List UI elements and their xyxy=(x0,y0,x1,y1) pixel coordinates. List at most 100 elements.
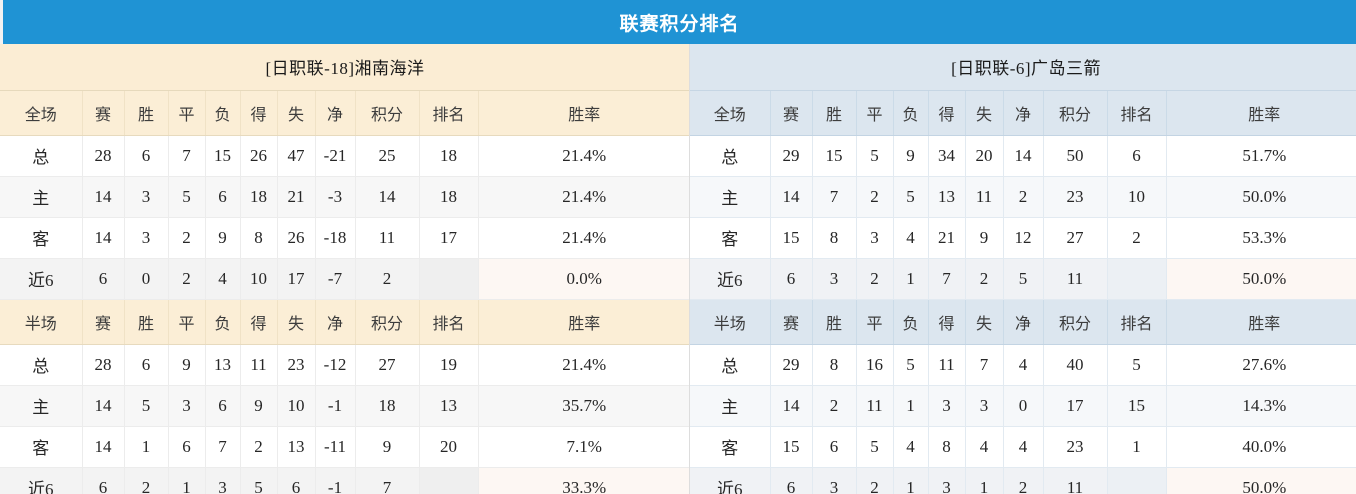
table-row[interactable]: 总 29 8 16 5 11 7 4 40 5 27.6% xyxy=(690,344,1356,386)
cell-平: 11 xyxy=(856,385,894,427)
cell-赛: 6 xyxy=(82,467,125,494)
column-header-0: 半场 xyxy=(0,299,83,345)
team-name-away[interactable]: [日职联-6]广岛三箭 xyxy=(690,44,1356,91)
standings-body-home: [日职联-18]湘南海洋 全场赛胜平负得失净积分 排名 胜率总 28 6 7 15 26 47 -2… xyxy=(0,44,689,494)
cell-净: 0 xyxy=(1003,385,1044,427)
cell-赛: 6 xyxy=(770,258,813,300)
cell-失: 26 xyxy=(277,217,316,259)
cell-胜: 6 xyxy=(124,344,169,386)
table-row[interactable]: 近6 6 2 1 3 5 6 -1 7 33.3% xyxy=(0,467,689,494)
cell-得: 10 xyxy=(240,258,278,300)
cell-胜: 1 xyxy=(124,426,169,468)
cell-胜: 8 xyxy=(812,217,857,259)
cell-负: 9 xyxy=(893,135,929,177)
cell-失: 10 xyxy=(277,385,316,427)
cell-赛: 14 xyxy=(82,217,125,259)
cell-负: 4 xyxy=(893,217,929,259)
cell-负: 1 xyxy=(893,385,929,427)
column-header-9: 排名 xyxy=(419,299,479,345)
column-header-1: 赛 xyxy=(770,299,813,345)
row-label: 近6 xyxy=(690,467,771,494)
row-label: 近6 xyxy=(690,258,771,300)
cell-净: 2 xyxy=(1003,176,1044,218)
table-row[interactable]: 主 14 2 11 1 3 3 0 17 15 14.3% xyxy=(690,385,1356,427)
cell-win-rate: 21.4% xyxy=(478,217,689,259)
cell-平: 7 xyxy=(168,135,206,177)
cell-赛: 28 xyxy=(82,135,125,177)
panel-home-team: [日职联-18]湘南海洋 全场赛胜平负得失净积分 排名 胜率总 28 6 7 15 26 47 -2… xyxy=(0,44,690,494)
column-header-7: 净 xyxy=(315,90,356,136)
cell-win-rate: 21.4% xyxy=(478,344,689,386)
cell-rank: 10 xyxy=(1107,176,1167,218)
table-row[interactable]: 近6 6 0 2 4 10 17 -7 2 0.0% xyxy=(0,258,689,300)
cell-胜: 3 xyxy=(124,176,169,218)
cell-rank: 20 xyxy=(419,426,479,468)
column-header-2: 胜 xyxy=(812,299,857,345)
column-header-2: 胜 xyxy=(812,90,857,136)
column-header-8: 积分 xyxy=(355,90,420,136)
standings-table-home: [日职联-18]湘南海洋 全场赛胜平负得失净积分 排名 胜率总 28 6 7 15 26 47 -2… xyxy=(0,44,689,494)
cell-得: 18 xyxy=(240,176,278,218)
row-label: 客 xyxy=(690,426,771,468)
table-row[interactable]: 主 14 3 5 6 18 21 -3 14 18 21.4% xyxy=(0,176,689,218)
row-label: 总 xyxy=(690,344,771,386)
widget-title-bar: 联赛积分排名 xyxy=(0,0,1356,44)
column-header-6: 失 xyxy=(965,90,1004,136)
column-header-10: 胜率 xyxy=(478,299,689,345)
table-row[interactable]: 客 14 3 2 9 8 26 -18 11 17 21.4% xyxy=(0,217,689,259)
column-header-4: 负 xyxy=(205,90,241,136)
cell-得: 11 xyxy=(240,344,278,386)
cell-负: 4 xyxy=(205,258,241,300)
column-header-1: 赛 xyxy=(770,90,813,136)
cell-胜: 2 xyxy=(124,467,169,494)
table-row[interactable]: 近6 6 3 2 1 7 2 5 11 50.0% xyxy=(690,258,1356,300)
cell-win-rate: 33.3% xyxy=(478,467,689,494)
cell-得: 3 xyxy=(928,467,966,494)
column-header-3: 平 xyxy=(856,90,894,136)
cell-points: 14 xyxy=(355,176,420,218)
row-label: 客 xyxy=(0,217,83,259)
cell-失: 21 xyxy=(277,176,316,218)
table-row[interactable]: 近6 6 3 2 1 3 1 2 11 50.0% xyxy=(690,467,1356,494)
cell-rank xyxy=(1107,467,1167,494)
row-label: 总 xyxy=(0,344,83,386)
cell-胜: 2 xyxy=(812,385,857,427)
cell-负: 5 xyxy=(893,344,929,386)
column-header-5: 得 xyxy=(928,299,966,345)
column-header-6: 失 xyxy=(965,299,1004,345)
cell-赛: 14 xyxy=(770,385,813,427)
column-header-7: 净 xyxy=(1003,299,1044,345)
table-row[interactable]: 客 15 8 3 4 21 9 12 27 2 53.3% xyxy=(690,217,1356,259)
table-row[interactable]: 客 14 1 6 7 2 13 -11 9 20 7.1% xyxy=(0,426,689,468)
column-header-5: 得 xyxy=(928,90,966,136)
cell-points: 2 xyxy=(355,258,420,300)
table-row[interactable]: 客 15 6 5 4 8 4 4 23 1 40.0% xyxy=(690,426,1356,468)
row-label: 近6 xyxy=(0,258,83,300)
cell-rank: 5 xyxy=(1107,344,1167,386)
table-row[interactable]: 总 29 15 5 9 34 20 14 50 6 51.7% xyxy=(690,135,1356,177)
cell-赛: 15 xyxy=(770,217,813,259)
column-header-2: 胜 xyxy=(124,90,169,136)
table-row[interactable]: 主 14 7 2 5 13 11 2 23 10 50.0% xyxy=(690,176,1356,218)
column-header-9: 排名 xyxy=(1107,90,1167,136)
team-name-home[interactable]: [日职联-18]湘南海洋 xyxy=(0,44,689,91)
cell-points: 23 xyxy=(1043,426,1108,468)
cell-rank xyxy=(419,258,479,300)
cell-win-rate: 27.6% xyxy=(1166,344,1356,386)
table-row[interactable]: 总 28 6 9 13 11 23 -12 27 19 21.4% xyxy=(0,344,689,386)
column-header-0: 全场 xyxy=(0,90,83,136)
column-header-row: 全场赛胜平负得失净积分 排名 胜率 xyxy=(690,90,1356,136)
cell-points: 11 xyxy=(1043,467,1108,494)
table-row[interactable]: 主 14 5 3 6 9 10 -1 18 13 35.7% xyxy=(0,385,689,427)
table-row[interactable]: 总 28 6 7 15 26 47 -21 25 18 21.4% xyxy=(0,135,689,177)
cell-得: 3 xyxy=(928,385,966,427)
cell-失: 17 xyxy=(277,258,316,300)
cell-win-rate: 50.0% xyxy=(1166,176,1356,218)
column-header-9: 排名 xyxy=(419,90,479,136)
cell-平: 5 xyxy=(168,176,206,218)
cell-负: 9 xyxy=(205,217,241,259)
cell-净: -18 xyxy=(315,217,356,259)
cell-失: 23 xyxy=(277,344,316,386)
column-header-7: 净 xyxy=(315,299,356,345)
cell-净: 2 xyxy=(1003,467,1044,494)
